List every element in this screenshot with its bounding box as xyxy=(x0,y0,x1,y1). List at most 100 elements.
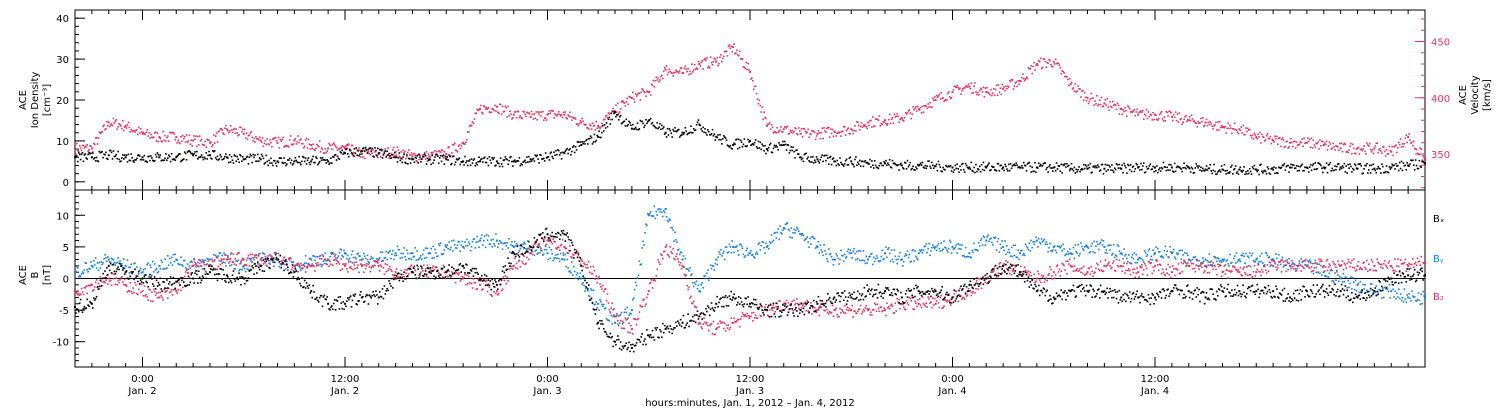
velocity-sample xyxy=(1214,124,1216,126)
by-sample xyxy=(967,255,970,258)
velocity-sample xyxy=(859,125,862,128)
by-point xyxy=(664,207,667,210)
bz-sample xyxy=(195,262,197,265)
bz-sample xyxy=(211,258,213,261)
density-sample xyxy=(1257,169,1259,172)
bz-sample xyxy=(187,271,190,274)
density-sample xyxy=(1034,161,1036,164)
by-sample xyxy=(945,247,947,249)
density-sample xyxy=(159,154,162,156)
density-sample xyxy=(1038,165,1041,167)
velocity-sample xyxy=(635,95,638,97)
density-sample xyxy=(821,154,823,156)
by-sample xyxy=(1153,253,1155,256)
velocity-sample xyxy=(516,110,519,112)
bz-sample xyxy=(189,267,192,269)
bz-sample xyxy=(286,264,288,267)
bz-sample xyxy=(283,256,285,259)
velocity-sample xyxy=(1172,119,1174,122)
velocity-sample xyxy=(208,139,210,142)
velocity-sample xyxy=(403,152,405,154)
velocity-sample xyxy=(313,148,315,151)
density-sample xyxy=(122,154,124,156)
bz-sample xyxy=(329,260,331,263)
density-sample xyxy=(1363,168,1365,170)
bz-sample xyxy=(569,245,571,247)
velocity-sample xyxy=(190,139,193,142)
density-sample xyxy=(582,142,584,145)
velocity-sample xyxy=(1382,145,1384,148)
by-sample xyxy=(392,258,395,261)
velocity-sample xyxy=(1259,131,1261,134)
density-sample xyxy=(849,156,852,158)
density-sample xyxy=(1022,167,1024,169)
by-sample xyxy=(270,259,272,262)
by-sample xyxy=(818,252,821,254)
density-sample xyxy=(864,159,867,162)
by-sample xyxy=(201,268,204,270)
density-sample xyxy=(776,146,778,148)
bz-sample xyxy=(343,263,345,265)
velocity-point xyxy=(1002,87,1005,90)
bz-sample xyxy=(587,267,589,269)
density-sample xyxy=(1066,163,1068,165)
density-sample xyxy=(921,161,924,164)
density-sample xyxy=(1341,165,1344,167)
density-sample xyxy=(1299,165,1302,168)
density-sample xyxy=(404,161,406,164)
by-sample xyxy=(1111,254,1113,256)
bz-sample xyxy=(372,266,374,268)
by-sample xyxy=(785,222,788,225)
density-sample xyxy=(347,153,349,155)
by-sample xyxy=(1029,250,1032,252)
by-sample xyxy=(591,301,594,304)
by-sample xyxy=(773,232,776,235)
bz-sample xyxy=(220,258,223,260)
by-sample xyxy=(763,246,765,249)
velocity-sample xyxy=(1166,111,1168,114)
velocity-sample xyxy=(243,128,246,131)
by-sample xyxy=(1274,261,1276,264)
by-sample xyxy=(995,249,998,251)
velocity-sample xyxy=(1057,62,1060,65)
bz-sample xyxy=(611,302,613,305)
by-sample xyxy=(1014,244,1017,247)
by-point xyxy=(1272,258,1275,261)
by-sample xyxy=(533,254,536,256)
bz-sample xyxy=(304,271,307,273)
by-sample xyxy=(1080,242,1082,244)
by-sample xyxy=(893,249,896,251)
bz-sample xyxy=(376,261,378,263)
by-sample xyxy=(1232,257,1235,260)
velocity-sample xyxy=(939,98,942,100)
bz-sample xyxy=(77,294,79,296)
density-sample xyxy=(758,147,761,149)
bz-sample xyxy=(606,293,609,295)
velocity-sample xyxy=(530,110,533,113)
density-sample xyxy=(210,157,212,160)
by-sample xyxy=(243,267,246,270)
by-sample xyxy=(650,214,653,217)
density-sample xyxy=(770,151,773,153)
velocity-sample xyxy=(1071,88,1074,90)
density-sample xyxy=(969,168,972,170)
density-sample xyxy=(151,157,153,159)
density-sample xyxy=(88,151,90,154)
velocity-sample xyxy=(1404,137,1407,139)
by-sample xyxy=(876,257,879,259)
velocity-sample xyxy=(1129,111,1132,113)
density-sample xyxy=(338,158,341,161)
velocity-sample xyxy=(846,128,849,130)
by-sample xyxy=(639,263,642,266)
by-sample xyxy=(1043,238,1046,241)
velocity-sample xyxy=(763,111,765,114)
velocity-sample xyxy=(280,140,283,142)
by-sample xyxy=(1131,253,1134,256)
velocity-sample xyxy=(540,115,542,117)
by-sample xyxy=(555,254,557,256)
by-sample xyxy=(1292,262,1294,264)
density-sample xyxy=(167,154,170,157)
velocity-sample xyxy=(1110,105,1112,108)
bz-sample xyxy=(348,266,351,269)
density-sample xyxy=(775,144,778,147)
